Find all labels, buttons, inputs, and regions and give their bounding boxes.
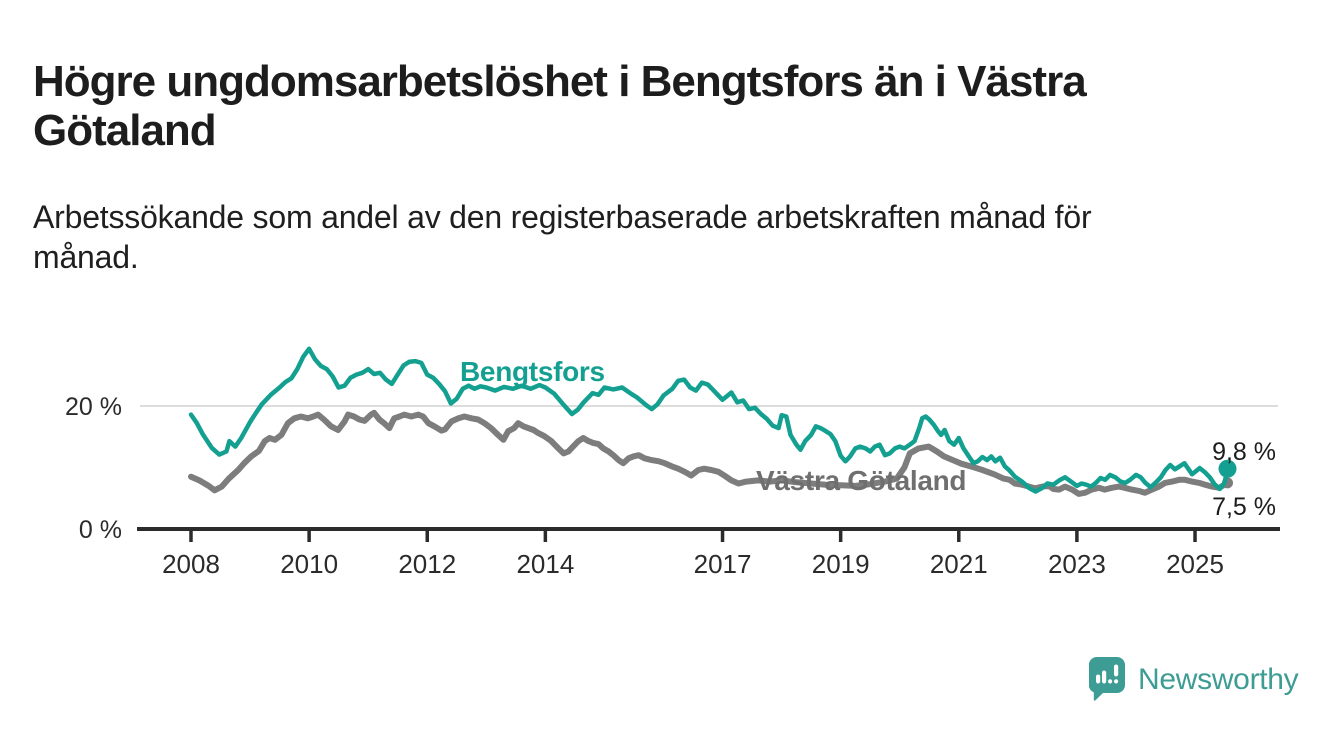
series-label-bengtsfors: Bengtsfors bbox=[460, 356, 605, 387]
series-line-bengtsfors bbox=[188, 346, 1230, 494]
chart-subtitle: Arbetssökande som andel av den registerb… bbox=[33, 197, 1283, 277]
x-tick-label: 2025 bbox=[1166, 549, 1224, 579]
x-tick-label: 2021 bbox=[930, 549, 988, 579]
x-tick-label: 2017 bbox=[694, 549, 752, 579]
x-tick-label: 2014 bbox=[516, 549, 574, 579]
series-label-vastra-gotaland: Västra Götaland bbox=[756, 465, 967, 496]
bar-chart-speech-bubble-icon bbox=[1089, 657, 1125, 701]
x-tick-label: 2010 bbox=[280, 549, 338, 579]
title-line-2: Götaland bbox=[33, 106, 217, 156]
y-tick-label: 0 % bbox=[79, 516, 122, 544]
x-tick-label: 2008 bbox=[162, 549, 220, 579]
subtitle-line-2: månad. bbox=[33, 239, 139, 275]
end-value-label-bengtsfors: 9,8 % bbox=[1212, 438, 1276, 466]
newsworthy-brand: Newsworthy bbox=[1089, 657, 1299, 702]
page-title: Högre ungdomsarbetslöshet i Bengtsfors ä… bbox=[33, 57, 1283, 155]
title-line-1: Högre ungdomsarbetslöshet i Bengtsfors ä… bbox=[33, 57, 1087, 107]
y-tick-label: 20 % bbox=[65, 393, 122, 421]
line-chart: 2008 2010 2012 2014 2017 2019 2021 2023 2025 0 % 2… bbox=[65, 346, 1280, 579]
x-tick-label: 2012 bbox=[398, 549, 456, 579]
end-value-label-vastra-gotaland: 7,5 % bbox=[1212, 493, 1276, 521]
x-tick-label: 2023 bbox=[1048, 549, 1106, 579]
series-end-dot bbox=[1218, 459, 1237, 478]
x-tick-label: 2019 bbox=[812, 549, 870, 579]
brand-name: Newsworthy bbox=[1138, 662, 1299, 696]
subtitle-line-1: Arbetssökande som andel av den registerb… bbox=[33, 199, 1092, 235]
series-line-västra-götaland bbox=[188, 409, 1231, 497]
